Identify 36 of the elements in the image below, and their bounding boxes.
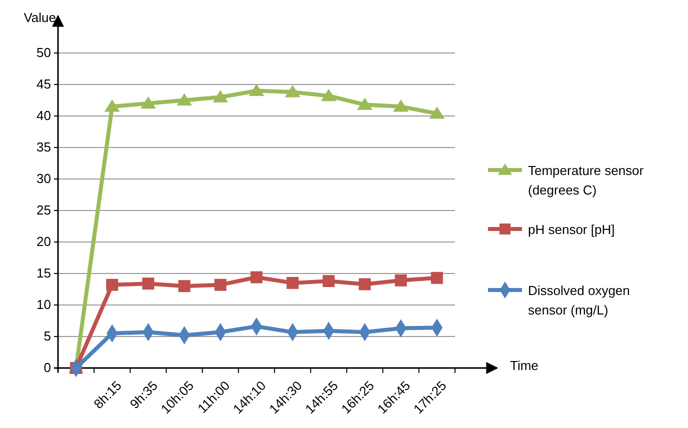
point [322, 275, 335, 288]
point [248, 84, 264, 96]
y-tick-label: 20 [36, 234, 51, 250]
point [104, 100, 120, 112]
point [357, 98, 372, 110]
point [393, 100, 409, 112]
legend-label: Temperature sensor (degrees C) [528, 163, 644, 198]
point [250, 271, 262, 284]
point [176, 93, 192, 106]
point [320, 88, 336, 102]
y-tick-label: 35 [36, 140, 51, 155]
point [284, 85, 300, 98]
point [178, 280, 190, 292]
point [286, 276, 299, 289]
y-tick-label: 15 [36, 266, 51, 281]
y-tick-label: 0 [44, 360, 51, 376]
y-tick-label: 45 [36, 76, 51, 92]
point [106, 278, 118, 291]
point [214, 278, 226, 291]
point [358, 278, 371, 290]
y-tick-label: 40 [36, 108, 51, 124]
point [429, 106, 445, 119]
y-tick-label: 25 [36, 202, 51, 218]
legend-label: Dissolved oxygen sensor (mg/L) [528, 283, 630, 318]
y-tick-label: 5 [44, 328, 51, 344]
point [430, 272, 443, 284]
x-axis-title: Time [510, 358, 538, 373]
y-tick-label: 30 [36, 171, 51, 186]
y-tick-label: 10 [36, 297, 51, 312]
legend-label: pH sensor [pH] [528, 222, 615, 237]
point [140, 96, 156, 109]
point [212, 90, 228, 102]
y-tick-label: 50 [36, 45, 51, 60]
y-axis-title: Value [24, 10, 56, 25]
point [394, 274, 407, 286]
point [142, 278, 154, 290]
